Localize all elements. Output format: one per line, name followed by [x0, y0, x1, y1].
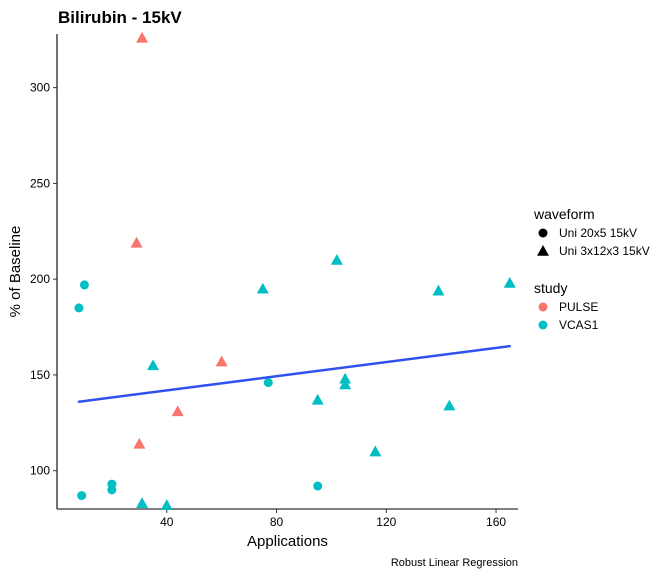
legend-title: study [534, 280, 567, 296]
data-point [339, 372, 352, 384]
chart-caption: Robust Linear Regression [391, 557, 518, 569]
legend-title: waveform [533, 206, 595, 222]
data-point [313, 481, 323, 491]
y-tick-label: 250 [30, 176, 50, 190]
data-point [160, 499, 173, 510]
data-point [171, 405, 184, 417]
regression-line [77, 344, 512, 403]
data-point [503, 276, 516, 288]
data-point [77, 491, 87, 501]
y-tick-label: 150 [30, 368, 50, 382]
data-point [311, 393, 324, 405]
data-point [443, 399, 456, 411]
legend-key [538, 302, 548, 312]
data-point [369, 445, 382, 457]
y-axis-label: % of Baseline [7, 226, 24, 318]
legend-item-label: Uni 20x5 15kV [559, 226, 637, 240]
y-tick-label: 300 [30, 81, 50, 95]
data-point [107, 485, 117, 495]
data-point [330, 254, 343, 265]
x-tick-label: 80 [270, 515, 284, 529]
data-point [256, 282, 269, 294]
data-point [432, 284, 445, 296]
data-point [339, 378, 352, 390]
x-tick-label: 120 [376, 515, 396, 529]
x-tick-label: 40 [160, 515, 174, 529]
legend-item-label: PULSE [559, 300, 598, 314]
legend-key [538, 320, 548, 330]
data-point [215, 355, 228, 367]
data-point [133, 437, 146, 449]
legend-key [538, 228, 548, 238]
data-point [130, 236, 143, 248]
y-tick-label: 200 [30, 272, 50, 286]
chart-title: Bilirubin - 15kV [58, 8, 182, 27]
x-axis-label: Applications [247, 533, 328, 550]
legend: waveform Uni 20x5 15kV Uni 3x12x3 15kV stud… [533, 206, 650, 332]
data-point [136, 31, 149, 43]
legend-key [537, 245, 549, 256]
data-point [147, 359, 160, 371]
data-point [74, 303, 84, 313]
data-point [79, 280, 89, 290]
legend-item-label: Uni 3x12x3 15kV [559, 244, 650, 258]
y-tick-label: 100 [30, 464, 50, 478]
data-point [263, 378, 273, 388]
x-tick-label: 160 [486, 515, 506, 529]
legend-item-label: VCAS1 [559, 318, 599, 332]
data-point [136, 497, 149, 509]
plot-area: 40 80 120 160 100 150 200 250 300 [30, 31, 518, 529]
